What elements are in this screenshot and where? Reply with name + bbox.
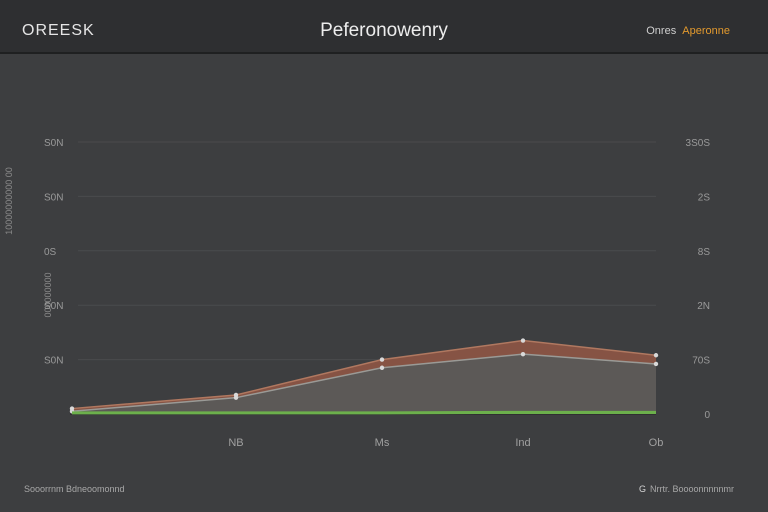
series-a-point [379,357,385,362]
y-tick-label-left: S0N [44,356,63,367]
x-tick-label: Ms [375,437,390,449]
footer-source: Sooorrnm Bdneoomonnd [24,484,125,494]
series-a-point [520,338,526,343]
series-c-line [72,410,656,415]
x-tick-label: NB [228,437,243,449]
series-b-point [379,365,385,370]
series-b-point [520,351,526,357]
y-tick-label-right: 2N [697,301,710,312]
footer-note: G Nrrtr. Boooonnnnnmr [639,484,734,494]
y-tick-label-right: 70S [692,356,710,367]
y-tick-label-left: S0N [44,192,63,203]
x-tick-label: Ind [515,437,530,449]
y-tick-label-right: 3S0S [686,138,711,149]
series-a-point [653,353,659,358]
chart-area: 0 S0N 70S S0N 2N 0S 8S S0N 2S S0N 3S0S NB Ms Ind Ob [44,138,711,449]
x-tick-label: Ob [649,437,664,449]
y-tick-label-right: 8S [698,247,711,258]
footer-note-text: Nrrtr. Boooonnnnnmr [649,484,734,494]
y-tick-label-right: 0 [704,410,710,421]
header-links: Onres Aperonne [646,25,730,37]
page-title: Peferonowenry [320,20,448,41]
series-b-area [72,354,656,414]
header-link-accent[interactable]: Aperonne [682,25,730,37]
y-tick-label-right: 2S [698,192,711,203]
info-icon: G [638,484,646,494]
series-b-point [653,361,659,367]
y-tick-label-left: 0S [44,247,57,258]
app-header: OREESK Peferonowenry Onres Aperonne [0,0,768,54]
y-tick-label-left: S0N [44,138,63,149]
header-link-primary[interactable]: Onres [646,25,677,37]
y-tick-label-left: S0N [44,301,63,312]
series-b-point [233,395,239,400]
brand-logo[interactable]: OREESK [22,22,95,39]
